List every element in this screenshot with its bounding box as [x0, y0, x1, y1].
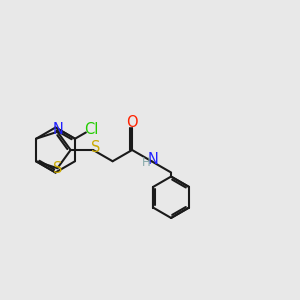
Text: S: S [91, 140, 100, 154]
Text: O: O [126, 115, 138, 130]
Text: Cl: Cl [84, 122, 99, 137]
Text: N: N [148, 152, 158, 166]
Text: S: S [53, 161, 62, 176]
Text: N: N [53, 122, 64, 137]
Text: H: H [142, 156, 151, 169]
